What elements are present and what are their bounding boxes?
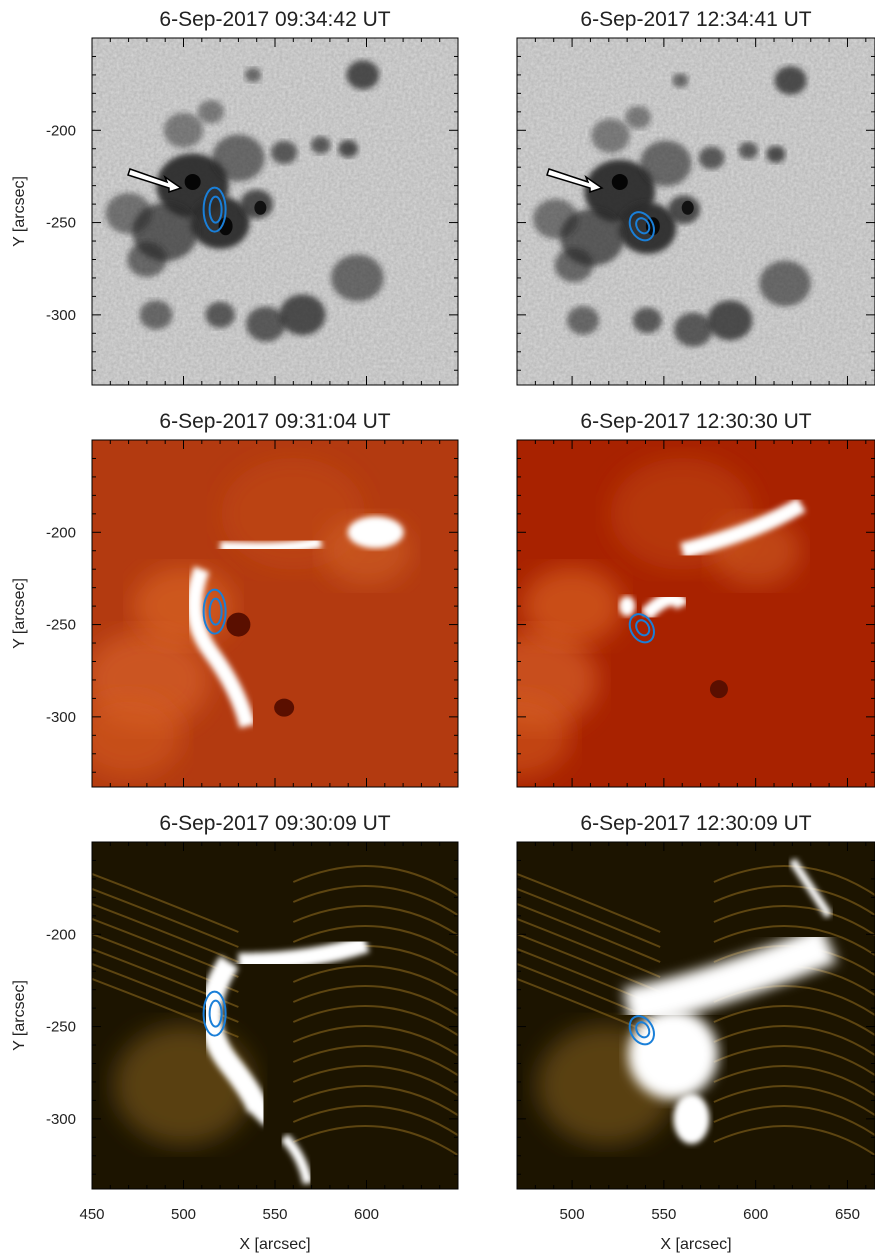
contour-inner: [635, 1021, 651, 1039]
contour-outer: [628, 211, 655, 242]
panel-image: [517, 440, 875, 787]
panel-title: 6-Sep-2017 12:30:09 UT: [580, 812, 811, 835]
panel-aia1600-1: 6-Sep-2017 09:31:04 UT -200 -250 -300 Y [arc…: [11, 410, 459, 788]
contour-outer: [628, 1015, 655, 1046]
axis-ticks: [516, 37, 875, 385]
x-tick-label: 550: [651, 1206, 676, 1223]
axis-ticks: [516, 439, 875, 787]
panel-frame: [516, 841, 875, 1190]
x-axis-label: X [arcsec]: [239, 1236, 310, 1253]
contour-inner: [208, 999, 223, 1028]
panel-image: [517, 38, 875, 385]
y-tick-label: -250: [46, 617, 76, 634]
contour-inner: [208, 597, 223, 626]
axis-ticks: [516, 841, 875, 1189]
y-tick-label: -200: [46, 524, 76, 541]
panel-title: 6-Sep-2017 12:30:30 UT: [580, 410, 811, 433]
y-tick-label: -300: [46, 307, 76, 324]
panel-image: [92, 440, 458, 787]
y-axis-label: Y [arcsec]: [11, 176, 28, 247]
contour-inner: [635, 217, 651, 235]
x-tick-label: 600: [743, 1206, 768, 1223]
arrow-icon: [546, 168, 604, 194]
panel-title: 6-Sep-2017 09:34:42 UT: [159, 8, 390, 31]
axis-ticks: [91, 439, 459, 787]
axis-ticks: [91, 37, 459, 385]
panel-image: [92, 842, 458, 1189]
panel-title: 6-Sep-2017 09:31:04 UT: [159, 410, 390, 433]
y-tick-label: -300: [46, 709, 76, 726]
panel-image: [517, 842, 875, 1189]
x-tick-label: 500: [560, 1206, 585, 1223]
contour-outer: [202, 588, 227, 635]
axis-ticks: [91, 841, 459, 1189]
arrow-icon: [127, 168, 183, 194]
x-tick-label: 550: [262, 1206, 287, 1223]
panel-aia171-1: 6-Sep-2017 09:30:09 UT -200 -250 -300 Y [arc…: [11, 812, 459, 1253]
x-tick-label: 500: [171, 1206, 196, 1223]
x-tick-label: 450: [79, 1206, 104, 1223]
y-tick-label: -300: [46, 1111, 76, 1128]
panel-aia171-2: 6-Sep-2017 12:30:09 UT 500 550 600 650 X [arc…: [516, 812, 875, 1253]
y-tick-label: -200: [46, 122, 76, 139]
x-tick-label: 650: [835, 1206, 860, 1223]
contour-inner: [208, 195, 223, 224]
y-axis-label: Y [arcsec]: [11, 980, 28, 1051]
y-tick-label: -200: [46, 926, 76, 943]
y-axis-label: Y [arcsec]: [11, 578, 28, 649]
x-axis-label: X [arcsec]: [660, 1236, 731, 1253]
x-tick-label: 600: [354, 1206, 379, 1223]
contour-outer: [202, 990, 227, 1037]
panel-title: 6-Sep-2017 09:30:09 UT: [159, 812, 390, 835]
panel-frame: [516, 37, 875, 386]
panel-image: [92, 38, 458, 385]
contour-inner: [635, 619, 651, 637]
contour-outer: [202, 186, 227, 233]
contour-outer: [628, 613, 655, 644]
y-tick-label: -250: [46, 1019, 76, 1036]
panel-hmi-2: 6-Sep-2017 12:34:41 UT: [516, 8, 875, 386]
panel-aia1600-2: 6-Sep-2017 12:30:30 UT: [516, 410, 875, 788]
panel-title: 6-Sep-2017 12:34:41 UT: [580, 8, 811, 31]
y-tick-label: -250: [46, 215, 76, 232]
panel-frame: [516, 439, 875, 788]
panel-hmi-1: 6-Sep-2017 09:34:42 UT -200 -250 -300 Y [arc…: [11, 8, 459, 386]
